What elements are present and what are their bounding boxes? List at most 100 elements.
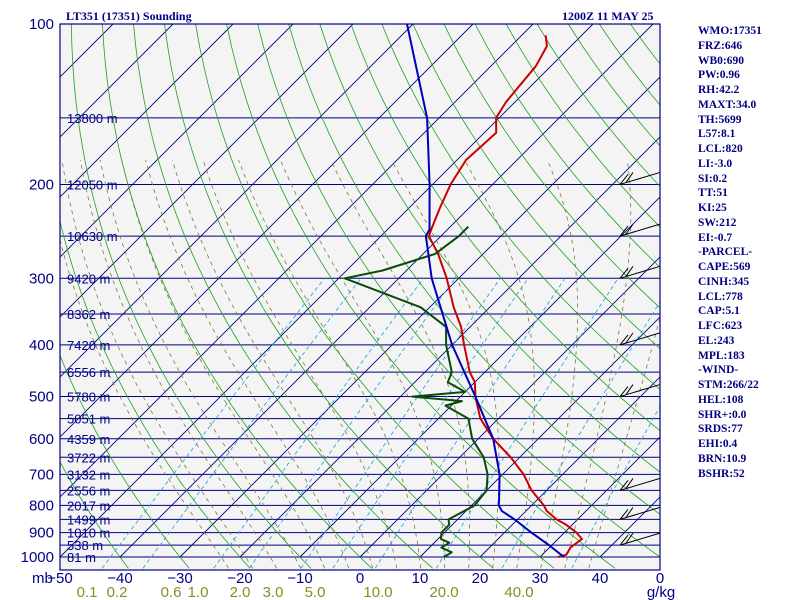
wind-barb-staff (619, 532, 661, 546)
moist-adiabat (99, 160, 302, 569)
index-item: KI:25 (698, 202, 727, 214)
pressure-tick-label: 200 (29, 176, 54, 193)
wind-barb (619, 384, 661, 398)
index-item: TT:51 (698, 187, 728, 200)
mixing-ratio-label: 20.0 (429, 584, 458, 600)
wind-barb-flag (619, 174, 629, 185)
wind-barb (619, 223, 661, 237)
wind-barb-staff (619, 477, 661, 491)
dry-adiabat (257, 24, 660, 558)
mixing-ratio-label: 3.0 (263, 584, 284, 600)
index-item: MAXT:34.0 (698, 98, 757, 111)
height-label: 9420 m (67, 271, 110, 286)
wind-barb-staff (619, 265, 661, 279)
isotherm-line (479, 376, 660, 558)
isotherm-line (299, 196, 660, 558)
dry-adiabat (381, 24, 660, 390)
moist-adiabat (121, 160, 326, 569)
isotherm-line (60, 24, 174, 138)
wind-barb-flag (619, 509, 629, 520)
wind-barb (619, 532, 661, 546)
height-label: 8362 m (67, 307, 110, 322)
dry-adiabat (102, 24, 372, 569)
wind-barb-staff (619, 384, 661, 398)
pressure-tick-label: 800 (29, 497, 54, 514)
wind-barb-flag (619, 267, 629, 279)
mixing-ratio-line (374, 278, 566, 569)
dry-adiabat (412, 24, 660, 349)
wind-barb-staff (619, 171, 661, 185)
index-item: BRN:10.9 (698, 452, 747, 465)
temperature-tick-label: −30 (167, 570, 192, 587)
temperature-tick-label: −50 (47, 570, 72, 587)
height-label: 7420 m (67, 338, 110, 353)
height-label: 538 m (67, 538, 103, 553)
temperature-tick-label: 0 (656, 570, 664, 587)
temperature-tick-label: 40 (592, 570, 609, 587)
index-item: CAP:5.1 (698, 305, 740, 318)
dry-adiabat (443, 24, 660, 309)
dry-adiabat (226, 24, 616, 569)
wind-barb-flag (625, 266, 634, 277)
index-item: BSHR:52 (698, 467, 745, 480)
plot-background (60, 24, 660, 570)
moist-adiabat (61, 160, 254, 569)
pressure-tick-label: 600 (29, 431, 54, 448)
isotherm-line (60, 24, 534, 498)
index-item: SRDS:77 (698, 423, 743, 436)
dry-adiabat (164, 24, 494, 569)
isotherm-line (60, 24, 354, 318)
pressure-tick-label: 700 (29, 466, 54, 483)
dry-adiabat (133, 24, 433, 569)
wind-barb-flag (625, 172, 634, 183)
dry-adiabat (60, 219, 251, 569)
mixing-ratio-line (142, 278, 362, 569)
height-label: 4359 m (67, 432, 110, 447)
isotherm-line (359, 256, 660, 558)
wind-barb-flag (625, 332, 634, 344)
wind-barb (619, 477, 661, 491)
height-label: 5780 m (67, 390, 110, 405)
height-label: 3132 m (67, 467, 110, 482)
mixing-ratio-line (213, 278, 424, 569)
index-item: PW:0.96 (698, 69, 740, 82)
moist-adiabat (391, 159, 500, 569)
stability-indices-list: WMO:17351 FRZ:646 WB0:690 PW:0.96 RH:42.2 MAX… (698, 24, 762, 481)
mixing-ratio-label: 40.0 (504, 584, 533, 600)
mixing-ratio-label: 0.2 (107, 584, 128, 600)
index-item: STM:266/22 (698, 379, 759, 391)
height-label: 1499 m (67, 512, 110, 527)
pressure-tick-label: 400 (29, 337, 54, 354)
dry-adiabat (60, 461, 129, 569)
isotherm-line (179, 76, 660, 558)
dry-adiabat (288, 24, 660, 515)
sounding-time: 1200Z 11 MAY 25 (562, 9, 654, 23)
dewpoint-curve (343, 225, 489, 558)
moist-adiabat (80, 160, 278, 569)
index-item: LI:-3.0 (698, 157, 733, 170)
wind-barb-staff (619, 506, 661, 520)
height-label: 2556 m (67, 483, 110, 498)
isotherm-line (60, 24, 234, 198)
height-label: 3722 m (67, 450, 110, 465)
wind-barb (619, 265, 661, 279)
moist-adiabat (172, 159, 374, 569)
height-label: 10630 m (67, 229, 118, 244)
wind-barb-flag (625, 384, 634, 395)
mixing-ratio-line (332, 278, 529, 569)
moist-adiabat (540, 159, 578, 569)
wind-barb (619, 506, 661, 520)
moist-adiabat (330, 159, 470, 569)
wind-barb-flag (619, 480, 629, 491)
isotherm-line (239, 136, 660, 558)
pressure-tick-label: 500 (29, 389, 54, 406)
index-item: SHR+:0.0 (698, 408, 747, 421)
index-item: CAPE:569 (698, 261, 751, 273)
wind-barb-flag (625, 532, 634, 544)
index-item: EI:-0.7 (698, 231, 733, 244)
temperature-tick-label: −10 (287, 570, 312, 587)
dry-adiabat (350, 24, 660, 432)
pressure-tick-label: 300 (29, 270, 54, 287)
temperature-tick-label: 30 (532, 570, 549, 587)
